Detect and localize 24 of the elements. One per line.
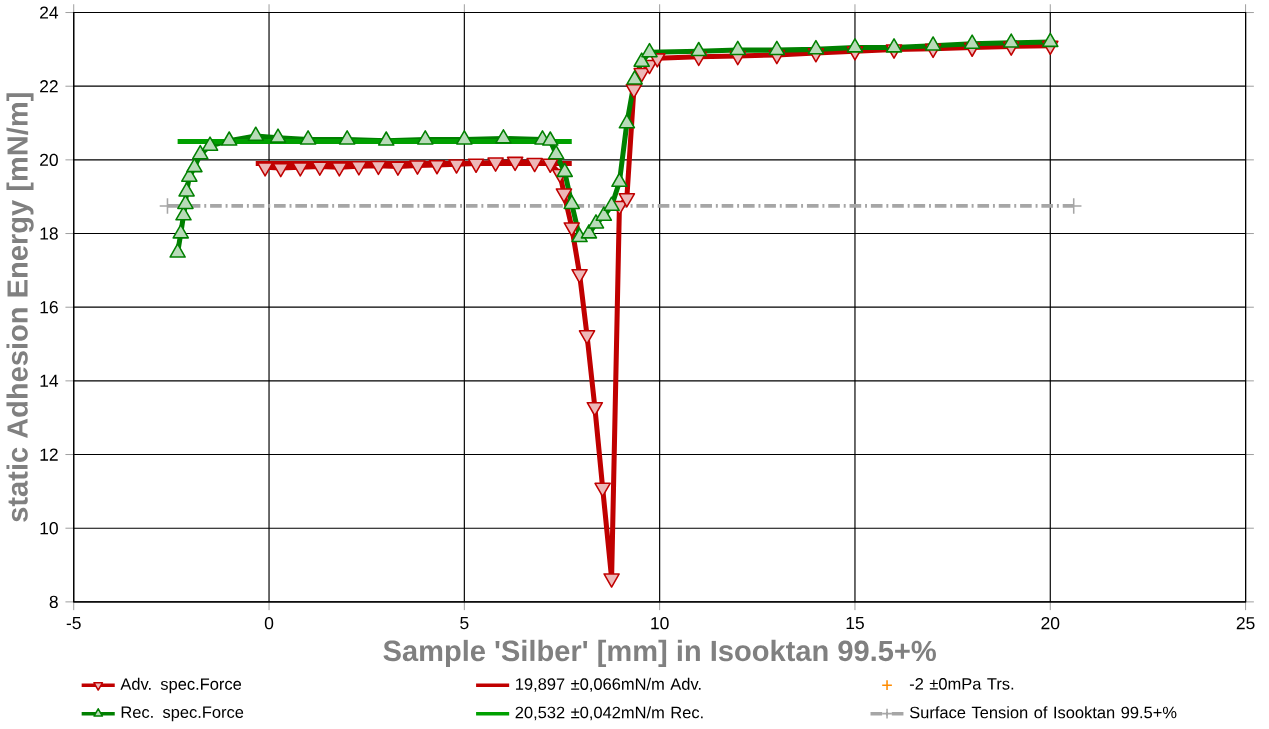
x-tick-label: 5 bbox=[460, 617, 469, 630]
x-tick-label: 20 bbox=[1041, 617, 1060, 630]
y-tick-label: 8 bbox=[49, 595, 58, 609]
y-tick-label: 24 bbox=[40, 6, 59, 19]
legend-label: -2 ±0mPa Trs. bbox=[909, 678, 1014, 690]
y-tick-label: 20 bbox=[40, 153, 58, 167]
legend-label: Adv. spec.Force bbox=[120, 677, 242, 694]
x-tick-label: 15 bbox=[846, 617, 864, 630]
legend-label: 19,897 ±0,066mN/m Adv. bbox=[516, 677, 701, 692]
legend-label: Rec. spec.Force bbox=[121, 706, 244, 722]
y-tick-label: 16 bbox=[40, 301, 58, 314]
y-axis-title: static Adhesion Energy [mN/m] bbox=[6, 93, 34, 522]
legend-label: 20,532 ±0,042mN/m Rec. bbox=[515, 706, 703, 721]
y-tick-label: 22 bbox=[40, 80, 58, 93]
y-tick-label: 14 bbox=[40, 374, 59, 387]
x-tick-label: 10 bbox=[651, 617, 669, 630]
y-tick-label: 18 bbox=[40, 227, 58, 240]
y-tick-label: 10 bbox=[40, 522, 58, 535]
x-tick-label: -5 bbox=[66, 617, 81, 630]
legend-label: Surface Tension of Isooktan 99.5+% bbox=[909, 706, 1177, 719]
y-tick-label: 12 bbox=[40, 448, 58, 461]
x-tick-label: 25 bbox=[1236, 617, 1255, 630]
x-axis-title: Sample 'Silber' [mm] in Isooktan 99.5+% bbox=[383, 639, 936, 668]
x-tick-label: 0 bbox=[264, 617, 274, 630]
